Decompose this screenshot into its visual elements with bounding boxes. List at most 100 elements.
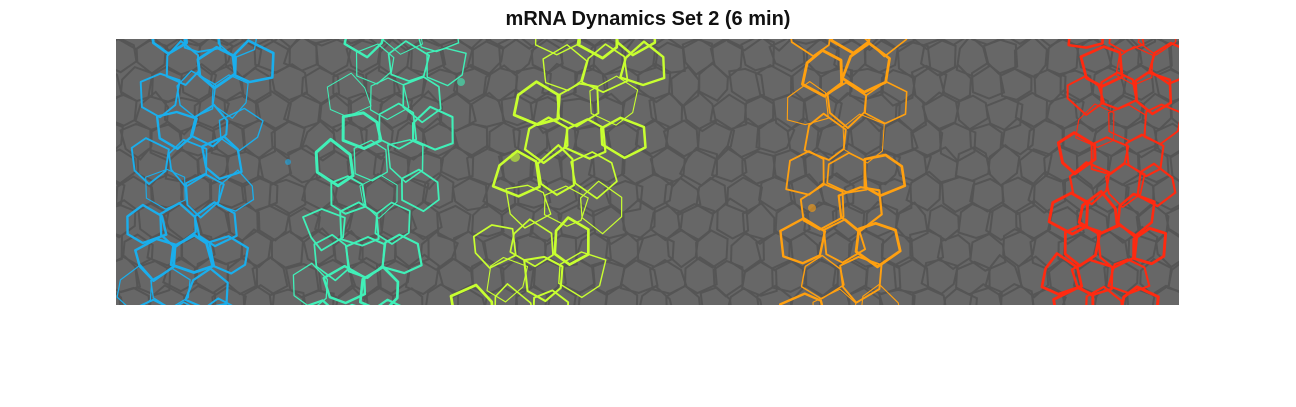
background-cell: [880, 232, 914, 268]
stripe-2-cell: [377, 298, 402, 305]
background-cell: [1169, 151, 1179, 183]
background-cell: [225, 146, 264, 188]
background-cell: [210, 121, 246, 158]
stripe-1-cell: [200, 135, 243, 181]
background-cell: [1103, 260, 1139, 298]
mrna-spots: [285, 78, 816, 212]
background-cell: [451, 177, 489, 212]
background-cell: [788, 232, 820, 269]
background-cell: [604, 283, 639, 305]
stripe-3-cell: [558, 251, 607, 299]
stripe-3-cell: [491, 149, 541, 198]
stripe-2-cell: [418, 39, 460, 53]
background-cell: [727, 286, 763, 305]
background-cell: [1013, 39, 1048, 79]
background-cell: [406, 152, 445, 190]
background-cell: [1074, 92, 1112, 133]
background-cell: [787, 173, 826, 215]
background-cell: [117, 286, 151, 305]
background-cell: [1151, 284, 1179, 305]
background-cell: [911, 39, 943, 51]
stripe-5-cell: [1066, 75, 1105, 116]
stripe-2-cell: [381, 233, 423, 275]
stripe-4-cell: [799, 183, 845, 231]
background-cell: [682, 89, 718, 133]
stripe-5-cell: [1052, 286, 1095, 305]
stripe-1-cell: [211, 74, 249, 119]
stripe-3-cell: [494, 283, 532, 305]
background-cell: [1018, 148, 1053, 186]
stripe-1-cell: [155, 110, 198, 151]
background-cell: [637, 62, 672, 104]
stripe-1-cell: [217, 169, 255, 212]
stripe-1-cell: [184, 267, 229, 305]
image-axes: [116, 39, 1179, 305]
background-cell: [318, 92, 353, 133]
background-cell: [134, 90, 170, 133]
mrna-spot: [457, 78, 465, 86]
stripe-2-cell: [358, 265, 400, 305]
stripe-1-cell: [183, 39, 222, 53]
background-cell: [268, 288, 307, 305]
stripe-3-cell: [486, 256, 529, 303]
stripe-2-cell: [353, 139, 388, 182]
background-cell: [1059, 69, 1094, 104]
stripe-1-cell: [196, 45, 237, 90]
background-cell: [943, 287, 978, 305]
stripe-1-cell: [189, 103, 229, 148]
stripe-4-cell: [842, 113, 885, 164]
background-cell: [116, 39, 138, 74]
background-cell: [755, 117, 796, 154]
mrna-spot: [285, 159, 291, 165]
background-cell: [515, 231, 547, 272]
background-cell: [997, 282, 1035, 305]
background-cell: [740, 39, 775, 72]
background-cell: [116, 292, 124, 305]
background-cell: [936, 233, 972, 271]
background-cell: [335, 283, 369, 305]
stripe-3-cell: [534, 39, 581, 56]
stripe-1-cell: [150, 267, 191, 305]
tissue-image: [116, 39, 1179, 305]
stripe-2-cell: [426, 47, 467, 87]
background-cell: [116, 180, 126, 208]
background-cell: [1106, 203, 1142, 244]
stripe-3-cell: [589, 75, 639, 126]
stripe-2-cell: [355, 43, 395, 85]
background-cell: [649, 204, 684, 242]
background-cell: [116, 73, 123, 100]
background-cell: [955, 39, 991, 78]
stripe-2-cell: [411, 105, 454, 151]
stripe-2-cell: [400, 168, 440, 213]
background-cell: [1093, 177, 1130, 214]
stripe-3-cell: [600, 116, 647, 160]
background-cell: [639, 285, 673, 305]
stripe-4-cell: [803, 112, 847, 161]
background-cell: [880, 69, 917, 107]
background-cell: [805, 39, 840, 75]
stripe-2-cell: [387, 139, 424, 183]
background-cell: [849, 67, 885, 101]
stripe-5-cell: [1085, 285, 1123, 305]
background-cell: [905, 170, 942, 212]
background-cell: [698, 61, 729, 102]
background-cell: [726, 176, 763, 215]
stripe-1-cell: [169, 233, 215, 274]
background-cell: [910, 119, 944, 159]
stripe-4-cell: [786, 81, 829, 126]
stripe-2-cell: [314, 137, 355, 188]
background-cell: [955, 260, 991, 296]
background-cell: [454, 39, 492, 51]
background-cell: [999, 67, 1033, 101]
background-cell: [695, 229, 729, 269]
stripe-4-cell: [861, 283, 900, 305]
background-cell: [359, 117, 394, 161]
background-cell: [940, 176, 976, 214]
background-cell: [180, 62, 218, 102]
stripe-2-cell: [313, 233, 351, 282]
stripe-3-cell: [581, 43, 629, 94]
background-cell: [771, 259, 807, 293]
background-cell: [676, 203, 715, 243]
background-cell: [210, 39, 240, 47]
background-cell: [452, 122, 489, 159]
